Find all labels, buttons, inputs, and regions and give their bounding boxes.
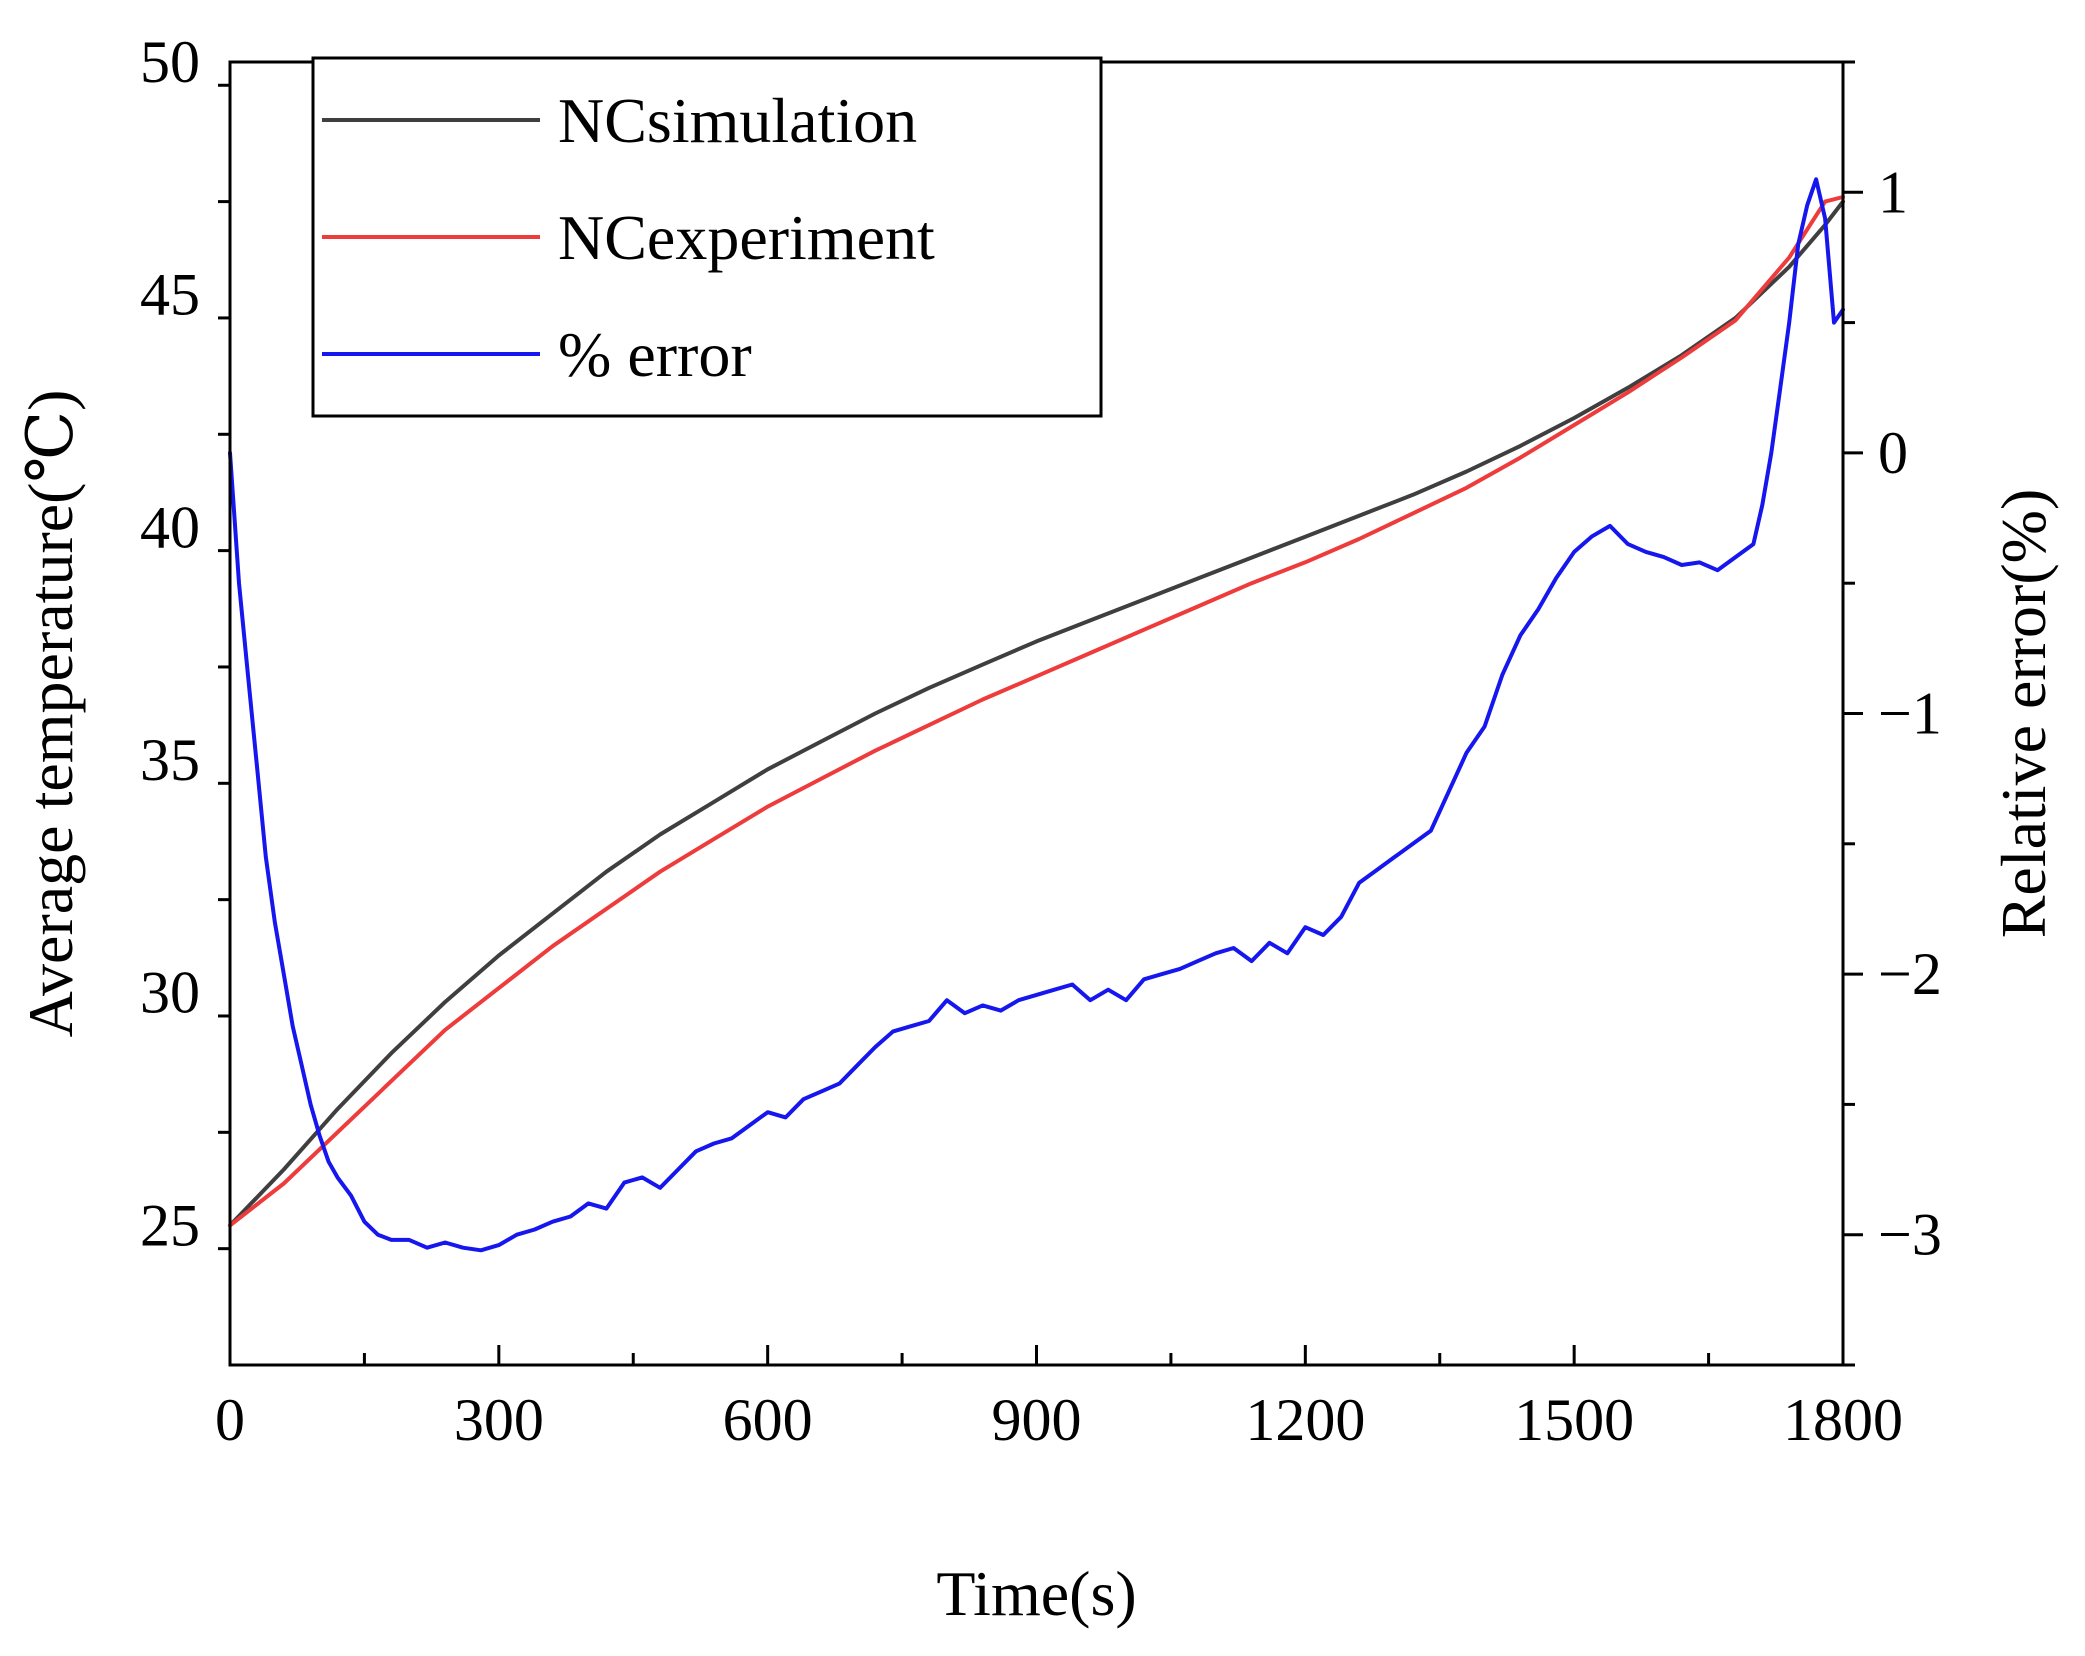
x-tick-label: 0 bbox=[215, 1387, 245, 1453]
x-tick-label: 1500 bbox=[1514, 1387, 1634, 1453]
series-line-ncexperiment bbox=[228, 195, 1845, 1228]
y-tick-label: 25 bbox=[140, 1192, 200, 1258]
y-tick-label: 45 bbox=[140, 262, 200, 328]
x-tick-label: 1200 bbox=[1245, 1387, 1365, 1453]
x-tick-label: 300 bbox=[454, 1387, 544, 1453]
legend-label-ncexperiment: NCexperiment bbox=[558, 202, 935, 273]
y2-tick-label: −1 bbox=[1878, 681, 1942, 747]
y-axis-title: Average temperature(℃) bbox=[15, 390, 86, 1038]
y2-tick-label: 0 bbox=[1878, 420, 1908, 486]
legend: NCsimulation NCexperiment % error bbox=[311, 56, 1103, 418]
y2-axis-title: Relative error(%) bbox=[1988, 489, 2059, 939]
y2-tick-label: −2 bbox=[1878, 941, 1942, 1007]
series-line-ncsimulation bbox=[228, 199, 1845, 1228]
y2-tick-label: −3 bbox=[1878, 1202, 1942, 1268]
legend-label-ncsimulation: NCsimulation bbox=[558, 85, 917, 156]
x-tick-label: 1800 bbox=[1783, 1387, 1903, 1453]
x-axis-title: Time(s) bbox=[936, 1558, 1136, 1629]
y-tick-label: 35 bbox=[140, 727, 200, 793]
axes: 0 300 600 900 1200 1500 1800 25 30 35 40 45 50 −3 −2 −1… bbox=[140, 29, 1942, 1453]
x-tick-label: 900 bbox=[992, 1387, 1082, 1453]
y-tick-label: 40 bbox=[140, 494, 200, 560]
series-line-error bbox=[228, 177, 1845, 1253]
x-tick-label: 600 bbox=[723, 1387, 813, 1453]
y2-tick-label: 1 bbox=[1878, 159, 1908, 225]
plot-series bbox=[228, 177, 1845, 1253]
y-tick-label: 30 bbox=[140, 960, 200, 1026]
legend-label-error: % error bbox=[558, 319, 752, 390]
y-tick-label: 50 bbox=[140, 29, 200, 95]
